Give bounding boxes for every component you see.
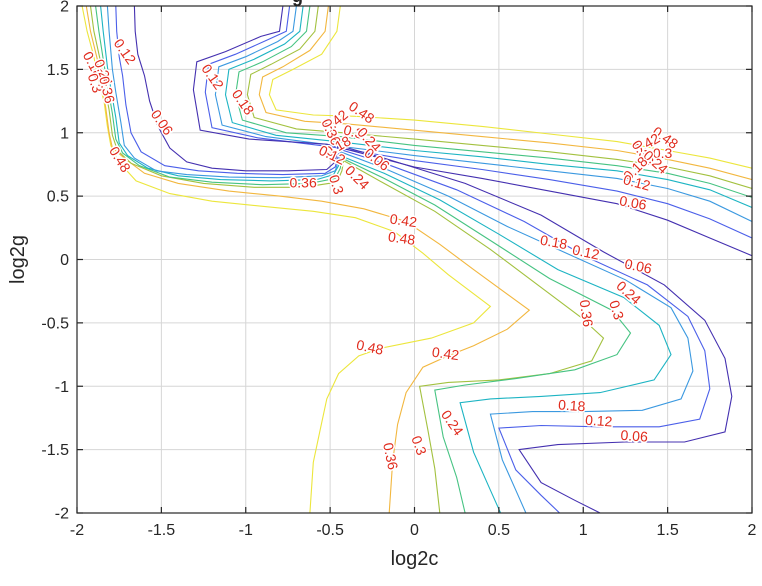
y-tick-label: 1 [60,125,69,142]
contour-line-0.42 [258,6,752,181]
contour-line-0.24 [224,6,752,209]
x-tick-label: -2 [70,522,84,539]
contour-label: 0.18 [558,396,587,414]
x-tick-labels: -2 -1.5 -1 -0.5 0 0.5 1 1.5 2 [70,522,757,539]
contour-label: 0.3 [408,433,430,457]
x-tick-label: 1 [579,522,588,539]
title-fragment: g [292,0,318,8]
x-axis-label: log2c [391,548,439,570]
y-tick-label: 0 [60,252,69,269]
contour-label: 0.42 [431,344,460,364]
contour-line-0.24 [100,6,672,513]
contour-label: 0.06 [148,107,177,139]
contour-line-0.36 [246,6,752,190]
contour-line-0.06 [133,6,733,513]
contour-label: 0.36 [577,299,597,328]
contour-label: 0.3 [326,173,347,197]
contour-line-0.12 [204,6,752,239]
x-tick-label: 1.5 [657,522,679,539]
y-tick-label: -1.5 [41,442,69,459]
contour-line-0.48 [268,6,752,169]
contour-lines [81,6,752,513]
contour-line-0.3 [235,6,752,198]
contour-line-0.36 [89,6,605,513]
title-fragment-text: g [292,0,318,7]
x-tick-label: -0.5 [316,522,344,539]
contour-label: 0.12 [585,412,614,430]
x-tick-label: 0.5 [488,522,510,539]
x-tick-label: 0 [410,522,419,539]
contour-label: 0.18 [539,232,569,253]
contour-label: 0.3 [342,121,365,142]
y-tick-label: -0.5 [41,315,69,332]
y-tick-label: 2 [60,0,69,16]
contour-label: 0.42 [389,211,418,231]
y-tick-labels: -2 -1.5 -1 -0.5 0 0.5 1 1.5 2 [41,0,69,523]
x-tick-label: -1 [239,522,253,539]
x-tick-label: -1.5 [148,522,176,539]
contour-label: 0.48 [387,228,416,248]
contour-label: 0.36 [290,174,317,190]
contour-label: 0.48 [106,143,134,175]
contour-label: 0.06 [623,255,653,276]
contour-label: 0.3 [653,145,673,161]
y-axis-label: log2g [7,235,29,284]
y-tick-label: 1.5 [47,62,69,79]
contour-label: 0.06 [620,427,649,445]
x-tick-label: 2 [748,522,757,539]
tick-marks [76,5,753,514]
contour-label: 0.3 [606,298,627,322]
contour-line-0.18 [214,6,752,222]
contour-line-0.06 [192,6,752,257]
contour-label: 0.36 [380,441,401,471]
contour-line-0.18 [106,6,694,513]
y-tick-label: -2 [55,506,69,523]
contour-labels: 0.120.180.240.30.360.060.480.120.18 0.480… [78,34,683,473]
contour-line-0.42 [85,6,531,513]
contour-label: 0.12 [622,171,653,194]
contour-label: 0.12 [111,36,140,68]
y-tick-label: -1 [55,379,69,396]
contour-line-0.48 [81,6,492,513]
contour-line-0.12 [115,6,711,513]
contour-label: 0.48 [355,336,385,357]
contour-line-0.3 [95,6,632,513]
y-tick-label: 0.5 [47,189,69,206]
contour-label: 0.06 [618,192,648,213]
